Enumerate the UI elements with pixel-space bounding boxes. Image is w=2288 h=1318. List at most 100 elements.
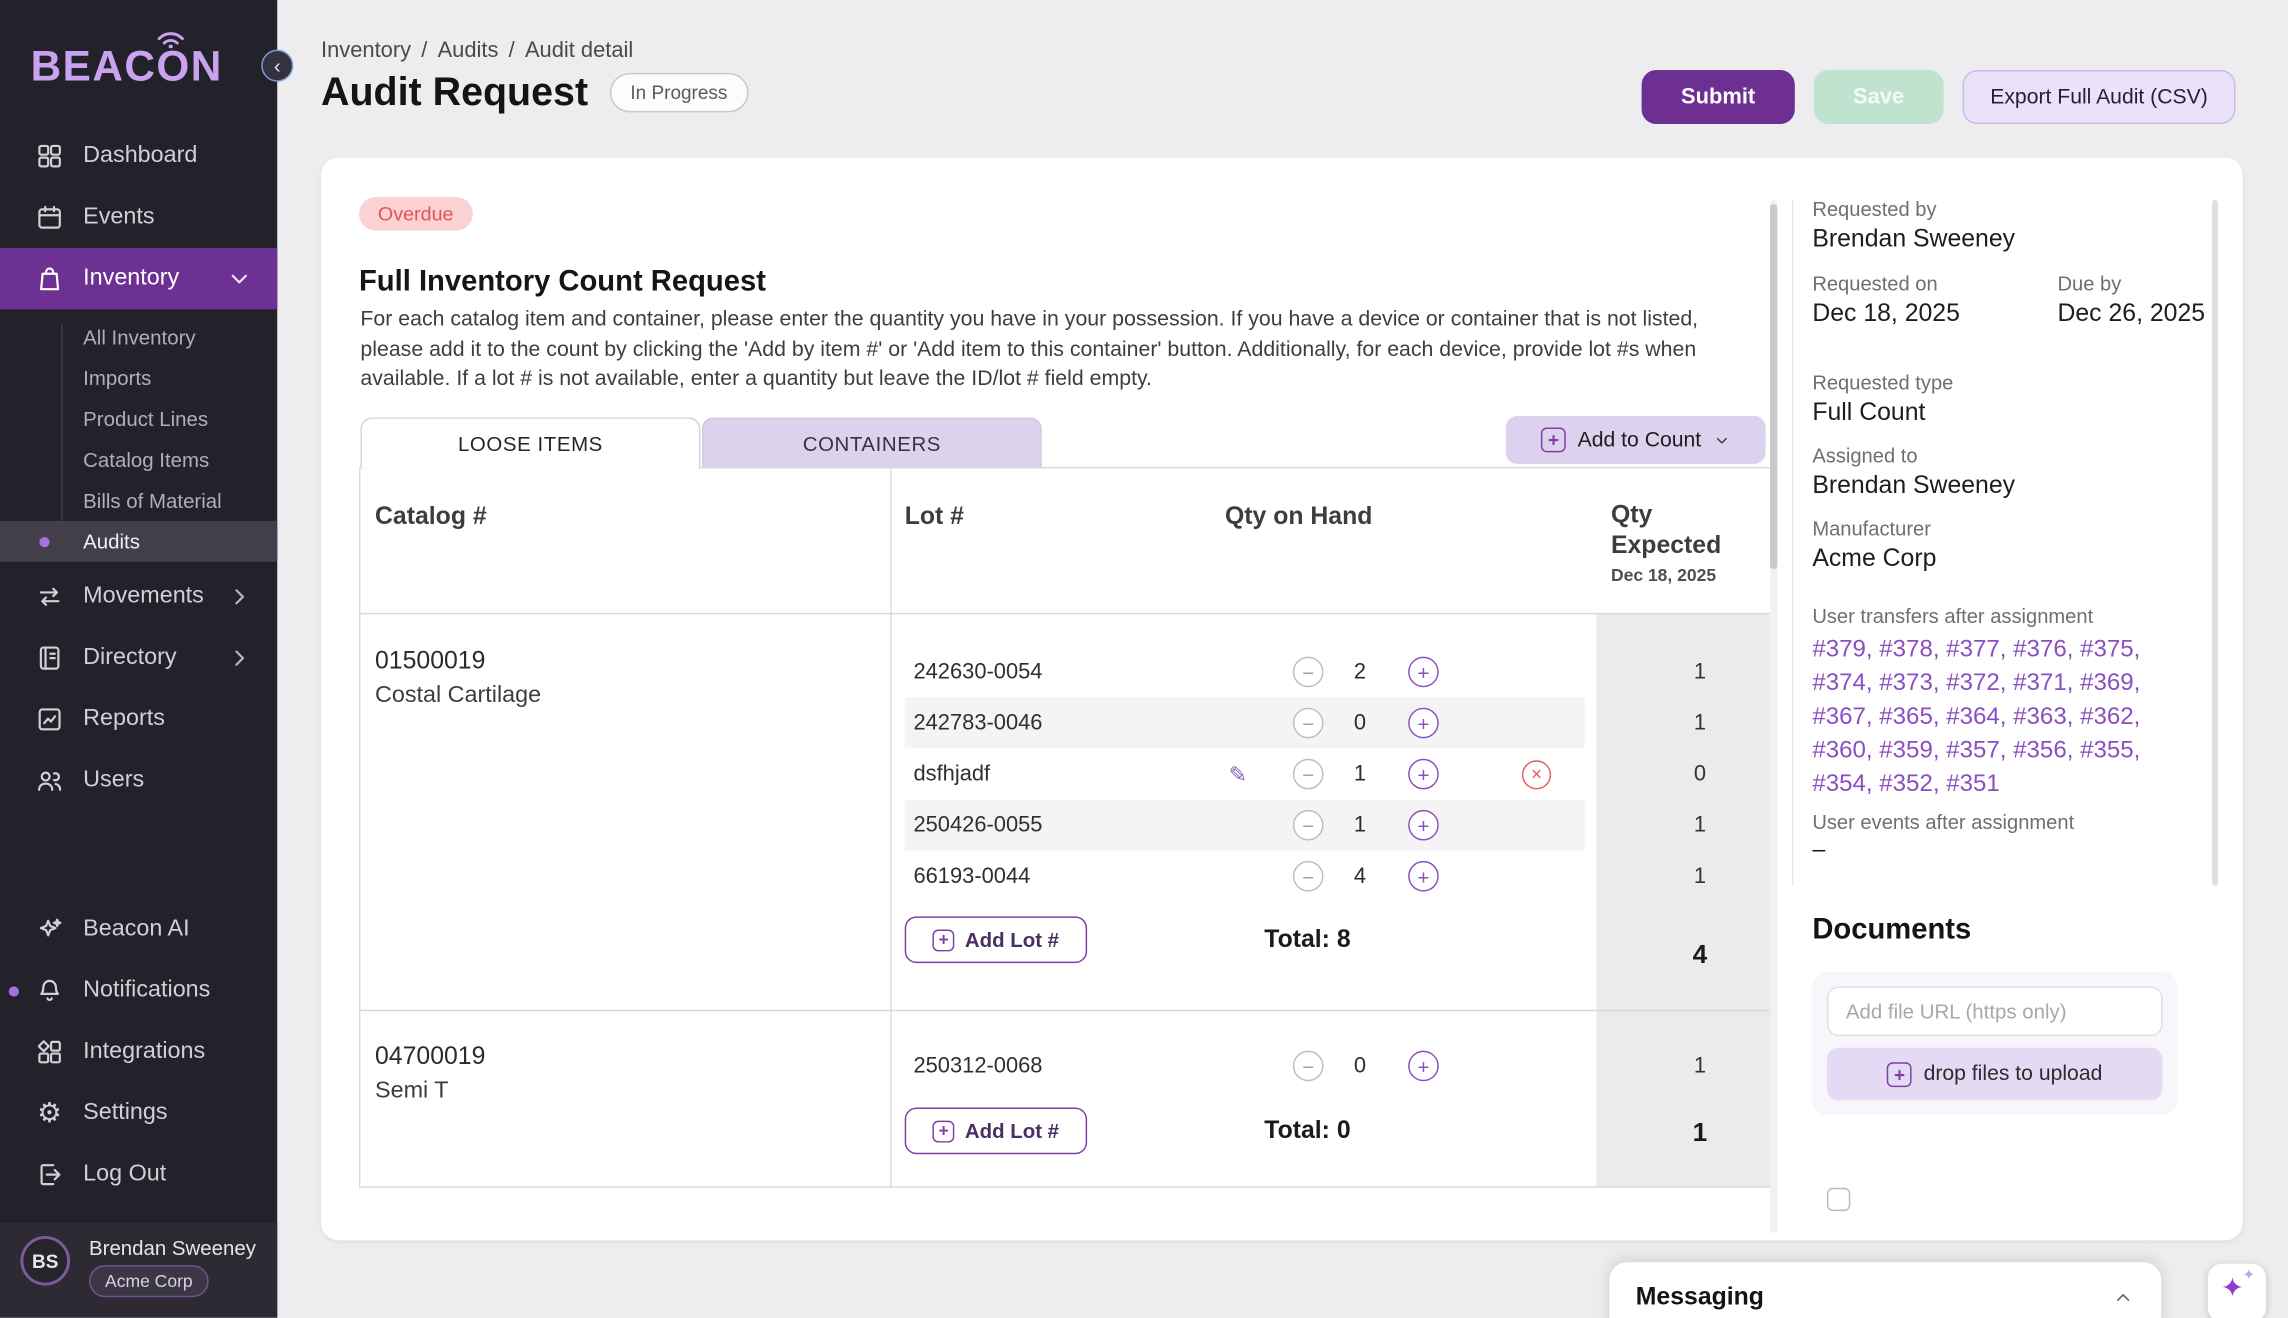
export-csv-button[interactable]: Export Full Audit (CSV) — [1962, 70, 2236, 125]
overdue-badge: Overdue — [358, 196, 473, 231]
sub-item-label: Imports — [83, 366, 152, 390]
decrement-button[interactable]: − — [1292, 1050, 1324, 1082]
sidebar-item-events[interactable]: Events — [0, 187, 277, 248]
decrement-button[interactable]: − — [1292, 860, 1324, 892]
beacon-logo: BEAC O N — [30, 32, 223, 92]
catalog-number: 04700019 — [375, 1041, 486, 1070]
sidebar-item-settings[interactable]: ⚙ Settings — [0, 1083, 277, 1144]
remove-lot-button[interactable]: × — [1521, 759, 1552, 789]
sidebar-item-beacon-ai[interactable]: Beacon AI — [0, 899, 277, 960]
details-scrollbar[interactable] — [2212, 199, 2218, 886]
table-body: 01500019 Costal Cartilage 242630-0054 − … — [359, 614, 1770, 1186]
request-details-panel: Requested by Brendan Sweeney Requested o… — [1812, 158, 2209, 1241]
column-header-qty-on-hand: Qty on Hand — [1224, 501, 1373, 530]
qty-value: 4 — [1353, 863, 1367, 889]
add-lot-button[interactable]: + Add Lot # — [904, 916, 1088, 964]
submit-button[interactable]: Submit — [1641, 70, 1795, 125]
drop-files-button[interactable]: + drop files to upload — [1826, 1047, 2163, 1101]
export-label: Export Full Audit (CSV) — [1990, 85, 2208, 109]
sidebar-item-inventory[interactable]: Inventory — [0, 248, 278, 310]
user-profile[interactable]: BS Brendan Sweeney Acme Corp — [0, 1222, 278, 1318]
lot-row: 250312-0068 − 0 + — [905, 1040, 1585, 1091]
increment-button[interactable]: + — [1408, 707, 1439, 739]
lot-row: 250426-0055 − 1 + — [904, 799, 1585, 851]
audit-section-title: Full Inventory Count Request — [358, 265, 766, 298]
qty-value: 0 — [1353, 1053, 1367, 1079]
increment-button[interactable]: + — [1408, 1050, 1439, 1082]
sidebar-item-label: Dashboard — [83, 143, 198, 168]
breadcrumb-inventory[interactable]: Inventory — [321, 37, 412, 63]
catalog-name: Semi T — [375, 1078, 449, 1104]
add-lot-button[interactable]: + Add Lot # — [904, 1107, 1088, 1155]
sidebar-item-all-inventory[interactable]: All Inventory — [0, 317, 277, 358]
directory-book-icon — [39, 646, 60, 670]
save-button[interactable]: Save — [1813, 70, 1944, 125]
sidebar-item-notifications[interactable]: Notifications — [0, 960, 277, 1021]
decrement-button[interactable]: − — [1292, 809, 1324, 841]
add-to-count-label: Add to Count — [1577, 428, 1702, 452]
users-icon — [38, 771, 62, 791]
notification-dot — [8, 985, 19, 996]
sidebar-item-users[interactable]: Users — [0, 750, 277, 811]
submit-label: Submit — [1681, 84, 1756, 110]
breadcrumb-audits[interactable]: Audits — [437, 37, 499, 63]
sidebar-item-directory[interactable]: Directory — [0, 627, 277, 688]
sidebar-item-bills-of-material[interactable]: Bills of Material — [0, 480, 277, 521]
increment-button[interactable]: + — [1408, 656, 1439, 688]
tab-loose-items[interactable]: LOOSE ITEMS — [360, 417, 701, 469]
plus-square-icon: + — [1541, 427, 1566, 453]
checkbox[interactable] — [1826, 1187, 1851, 1212]
qty-expected-date: Dec 18, 2025 — [1610, 564, 1717, 586]
sidebar-item-imports[interactable]: Imports — [0, 358, 277, 399]
table-bottom-border — [358, 1186, 1771, 1188]
documents-title: Documents — [1812, 913, 1972, 946]
ai-assistant-button[interactable]: ✦ ✦ — [2207, 1263, 2267, 1318]
scrollbar-thumb[interactable] — [1770, 204, 1778, 570]
increment-button[interactable]: + — [1408, 809, 1439, 841]
decrement-button[interactable]: − — [1292, 758, 1324, 790]
sidebar-collapse-button[interactable]: ‹ — [261, 49, 294, 82]
sidebar-item-label: Reports — [83, 706, 165, 732]
increment-button[interactable]: + — [1408, 758, 1439, 790]
sub-item-label: All Inventory — [83, 325, 196, 349]
sidebar-item-label: Integrations — [83, 1038, 206, 1064]
requested-by-value: Brendan Sweeney — [1812, 224, 2016, 253]
sidebar-item-label: Log Out — [83, 1161, 167, 1187]
logo-text-prefix: BEAC — [30, 43, 157, 91]
decrement-button[interactable]: − — [1292, 656, 1324, 688]
transfer-links[interactable]: #379, #378, #377, #376, #375, #374, #373… — [1812, 636, 2141, 797]
file-url-input[interactable] — [1826, 986, 2163, 1037]
increment-button[interactable]: + — [1408, 860, 1439, 892]
add-to-count-button[interactable]: + Add to Count — [1505, 415, 1766, 465]
lot-number: 250426-0055 — [913, 812, 1043, 838]
inventory-submenu: All Inventory Imports Product Lines Cata… — [0, 309, 278, 572]
assigned-to-value: Brendan Sweeney — [1812, 471, 2016, 500]
sidebar-item-reports[interactable]: Reports — [0, 689, 277, 750]
sidebar-item-audits[interactable]: Audits — [0, 520, 278, 562]
decrement-button[interactable]: − — [1292, 707, 1324, 739]
header-bottom-border — [358, 612, 1771, 615]
lot-number: 242630-0054 — [913, 659, 1043, 685]
sidebar-item-integrations[interactable]: Integrations — [0, 1021, 277, 1082]
transfer-arrows-icon — [39, 587, 60, 606]
status-badge: In Progress — [609, 72, 748, 113]
sub-item-label: Catalog Items — [83, 447, 210, 472]
tab-containers[interactable]: CONTAINERS — [701, 417, 1042, 469]
messaging-bar[interactable]: Messaging — [1609, 1262, 2162, 1318]
sidebar-item-dashboard[interactable]: Dashboard — [0, 125, 277, 186]
edit-lot-icon[interactable]: ✎ — [1228, 763, 1248, 788]
add-lot-label: Add Lot # — [964, 1119, 1060, 1143]
messaging-title: Messaging — [1635, 1282, 1764, 1311]
tab-label: CONTAINERS — [802, 431, 942, 456]
sidebar-item-catalog-items[interactable]: Catalog Items — [0, 439, 277, 480]
chevron-right-icon — [235, 589, 245, 605]
qty-expected-value: 1 — [1693, 710, 1707, 736]
sparkle-icon: ✦ — [2220, 1273, 2245, 1305]
sparkles-icon — [39, 918, 62, 937]
sidebar-item-label: Movements — [83, 583, 204, 609]
sidebar-item-logout[interactable]: Log Out — [0, 1144, 277, 1205]
sidebar-item-movements[interactable]: Movements — [0, 566, 277, 627]
sidebar-item-product-lines[interactable]: Product Lines — [0, 398, 277, 439]
column-header-qty-expected: Qty Expected — [1610, 500, 1722, 560]
lot-number-editable[interactable]: dsfhjadf — [913, 761, 991, 787]
